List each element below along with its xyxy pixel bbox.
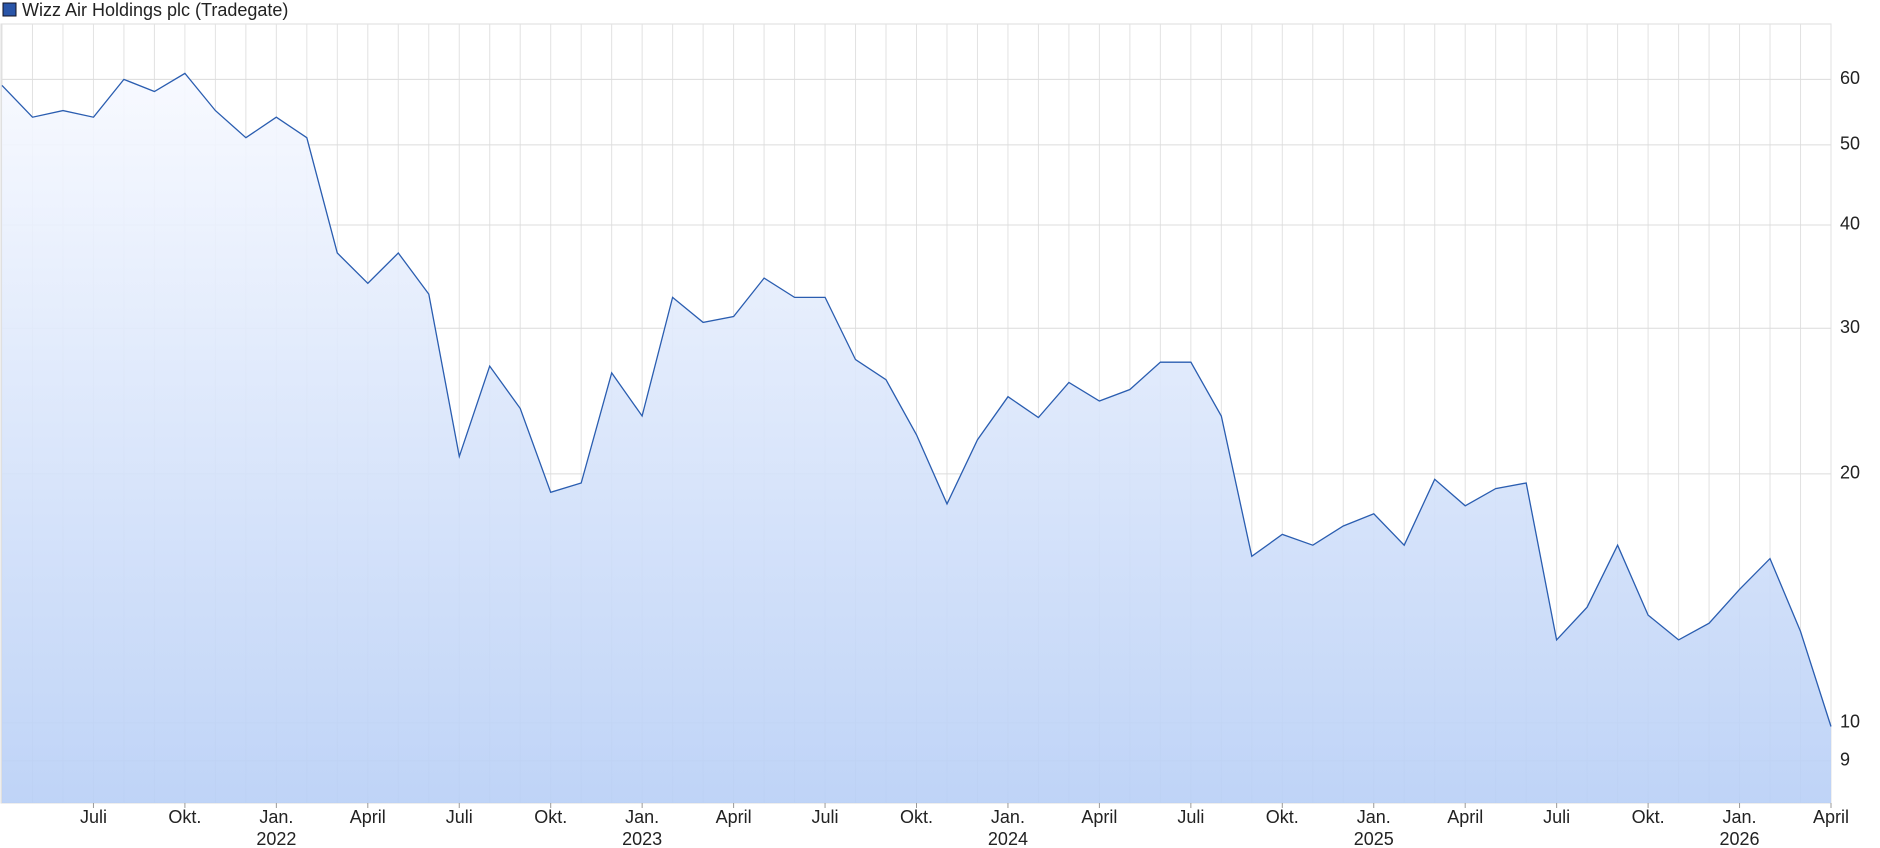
x-tick-label: April xyxy=(1447,807,1483,827)
y-tick-label: 9 xyxy=(1840,749,1850,769)
x-tick-label: Juli xyxy=(446,807,473,827)
x-tick-label: Jan. xyxy=(1723,807,1757,827)
y-tick-label: 50 xyxy=(1840,134,1860,154)
x-tick-label: Okt. xyxy=(1632,807,1665,827)
x-tick-label: Juli xyxy=(812,807,839,827)
x-year-label: 2023 xyxy=(622,829,662,848)
x-tick-label: Okt. xyxy=(900,807,933,827)
x-tick-label: Jan. xyxy=(625,807,659,827)
x-tick-label: April xyxy=(716,807,752,827)
y-tick-label: 40 xyxy=(1840,214,1860,234)
x-year-label: 2024 xyxy=(988,829,1028,848)
x-tick-label: Okt. xyxy=(1266,807,1299,827)
x-year-label: 2022 xyxy=(256,829,296,848)
y-tick-label: 10 xyxy=(1840,712,1860,732)
y-tick-label: 30 xyxy=(1840,317,1860,337)
x-tick-label: Okt. xyxy=(534,807,567,827)
x-tick-label: Jan. xyxy=(991,807,1025,827)
price-line xyxy=(1,72,1832,727)
legend-swatch xyxy=(2,2,17,17)
x-tick-label: Okt. xyxy=(168,807,201,827)
x-year-label: 2026 xyxy=(1720,829,1760,848)
x-tick-label: April xyxy=(1081,807,1117,827)
x-tick-label: Juli xyxy=(80,807,107,827)
chart-title: Wizz Air Holdings plc (Tradegate) xyxy=(22,0,288,20)
x-tick-label: Jan. xyxy=(259,807,293,827)
x-tick-label: April xyxy=(1813,807,1849,827)
y-tick-label: 60 xyxy=(1840,68,1860,88)
x-year-label: 2025 xyxy=(1354,829,1394,848)
area xyxy=(2,73,1831,803)
x-tick-label: Juli xyxy=(1177,807,1204,827)
x-tick-label: Juli xyxy=(1543,807,1570,827)
y-tick-label: 20 xyxy=(1840,463,1860,483)
x-tick-label: April xyxy=(350,807,386,827)
x-tick-label: Jan. xyxy=(1357,807,1391,827)
